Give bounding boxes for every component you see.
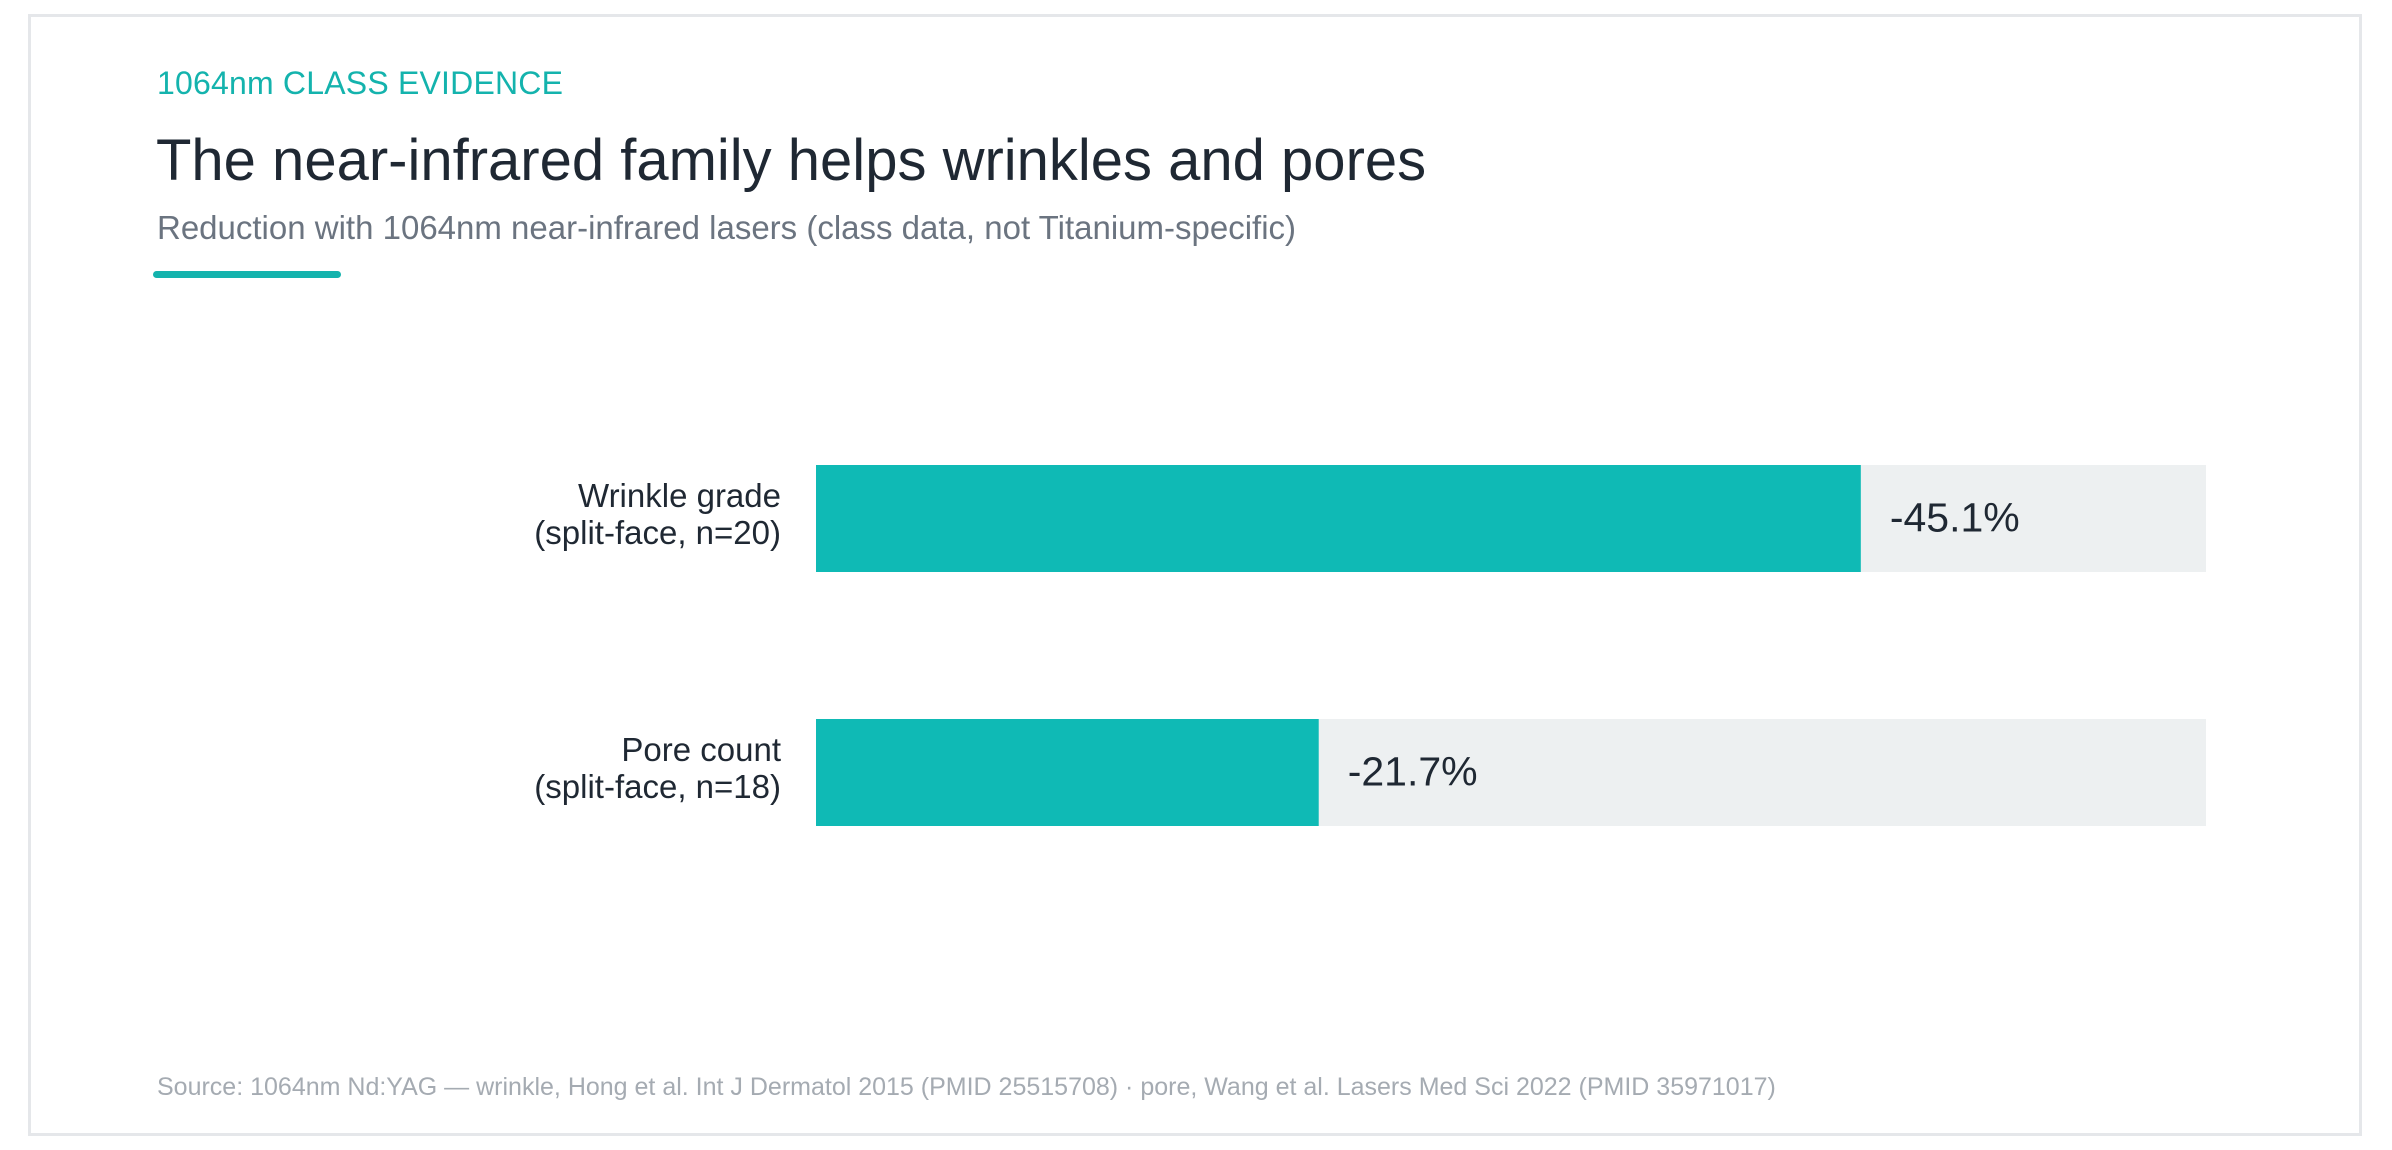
accent-rule (153, 271, 341, 278)
bar-value-label: -21.7% (1348, 749, 1478, 795)
bar (816, 465, 1861, 572)
bar-value-label: -45.1% (1890, 495, 2020, 541)
category-label: Wrinkle grade (split-face, n=20) (534, 477, 781, 551)
category-label: Pore count (split-face, n=18) (534, 731, 781, 805)
category-label-line: Wrinkle grade (578, 477, 781, 514)
bar (816, 719, 1319, 826)
eyebrow-label: 1064nm CLASS EVIDENCE (157, 65, 564, 101)
category-label-line: Pore count (621, 731, 781, 768)
chart-subtitle: Reduction with 1064nm near-infrared lase… (157, 209, 1297, 246)
source-note: Source: 1064nm Nd:YAG — wrinkle, Hong et… (157, 1073, 1776, 1101)
chart-title: The near-infrared family helps wrinkles … (156, 128, 1427, 193)
chart-card: 1064nm CLASS EVIDENCE The near-infrared … (28, 14, 2362, 1136)
bar-chart: -45.1% Wrinkle grade (split-face, n=20) -21… (534, 465, 2206, 826)
category-label-line: (split-face, n=20) (534, 514, 781, 551)
category-label-line: (split-face, n=18) (534, 768, 781, 805)
